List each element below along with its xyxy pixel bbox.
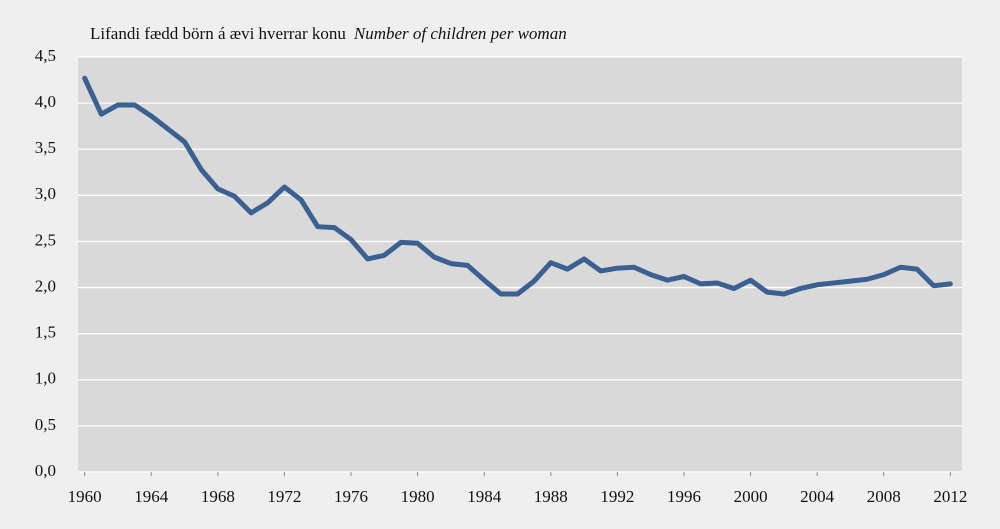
x-tick-label: 1972 [267,487,301,506]
data-line [82,75,953,297]
chart-title: Lifandi fædd börn á ævi hverrar konu Numb… [90,24,567,43]
y-tick-label: 3,5 [35,138,56,157]
x-tick-label: 1992 [600,487,634,506]
x-tick-label: 1996 [667,487,701,506]
x-tick-label: 2012 [933,487,967,506]
y-tick-label: 2,0 [35,276,56,295]
title: Lifandi fædd börn á ævi hverrar konu [90,24,346,43]
y-tick-label: 3,0 [35,184,56,203]
x-tick-label: 1964 [134,487,169,506]
x-tick-label: 1988 [534,487,568,506]
y-tick-label: 4,5 [35,46,56,65]
x-tick-label: 2008 [867,487,901,506]
x-tick-label: 1968 [201,487,235,506]
y-tick-label: 1,0 [35,369,56,388]
plot-area [78,57,962,472]
x-tick-label: 2004 [800,487,835,506]
x-tick-label: 1984 [467,487,502,506]
y-tick-label: 1,5 [35,323,56,342]
x-tick-label: 1960 [68,487,102,506]
y-tick-label: 0,0 [35,461,56,480]
subtitle: Number of children per woman [353,24,567,43]
x-tick-label: 1980 [401,487,435,506]
y-tick-label: 4,0 [35,92,56,111]
x-tick-label: 1976 [334,487,368,506]
x-tick-label: 2000 [734,487,768,506]
y-tick-label: 2,5 [35,230,56,249]
y-tick-label: 0,5 [35,415,56,434]
